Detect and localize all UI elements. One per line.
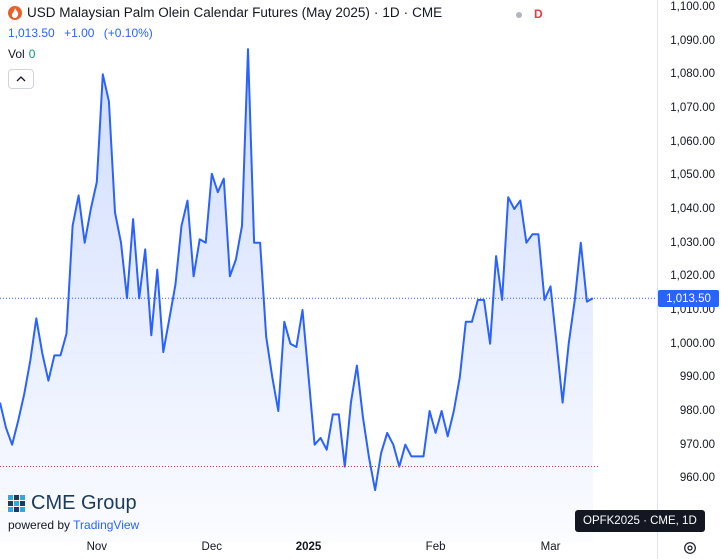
series-area xyxy=(0,49,593,542)
chart-header: USD Malaysian Palm Olein Calendar Future… xyxy=(8,5,442,20)
last-price-tag: 1,013.50 xyxy=(658,290,719,307)
price-change-pct: (+0.10%) xyxy=(103,26,153,40)
price-tick-label: 1,090.00 xyxy=(670,34,715,47)
last-price: 1,013.50 xyxy=(8,26,55,40)
market-status-dot xyxy=(516,12,522,18)
provider-link[interactable]: TradingView xyxy=(73,518,140,532)
volume-label: Vol xyxy=(8,47,25,61)
chart-title[interactable]: USD Malaysian Palm Olein Calendar Future… xyxy=(27,5,370,20)
branding[interactable]: CME Group powered by TradingView xyxy=(8,492,139,532)
time-tick-label: 2025 xyxy=(295,541,322,553)
brand-name: CME Group xyxy=(31,492,137,514)
price-tick-label: 1,060.00 xyxy=(670,135,715,148)
chart-exchange: CME xyxy=(412,5,443,20)
price-tick-label: 1,050.00 xyxy=(670,169,715,182)
chevron-up-icon xyxy=(16,73,26,85)
price-tick-label: 980.00 xyxy=(679,405,715,417)
price-tick-label: 990.00 xyxy=(679,371,715,384)
price-tick-label: 1,030.00 xyxy=(670,236,715,249)
price-tick-label: 1,070.00 xyxy=(670,102,715,114)
price-tick-label: 1,080.00 xyxy=(670,68,715,81)
price-tick-label: 1,000.00 xyxy=(670,337,715,350)
settings-gear-icon[interactable] xyxy=(683,541,697,558)
cme-group-logo: CME Group xyxy=(8,492,139,515)
collapse-legend-button[interactable] xyxy=(8,69,34,89)
time-tick-label: Mar xyxy=(540,541,561,553)
cme-logo-mark-icon xyxy=(8,495,25,512)
data-badge[interactable]: D xyxy=(534,7,543,21)
time-tick-label: Feb xyxy=(425,541,446,553)
powered-by: powered by TradingView xyxy=(8,518,140,532)
price-tick-label: 1,040.00 xyxy=(670,203,715,215)
symbol-info-box: OPFK2025 · CME, 1D xyxy=(575,510,705,532)
series-line xyxy=(0,48,594,492)
chart-interval[interactable]: 1D xyxy=(382,5,400,20)
price-tick-label: 1,100.00 xyxy=(670,1,715,13)
volume-legend: Vol 0 xyxy=(8,47,35,61)
flame-icon xyxy=(8,5,22,20)
price-tick-label: 970.00 xyxy=(679,438,715,451)
price-tick-label: 1,020.00 xyxy=(670,270,715,283)
price-change: +1.00 xyxy=(64,26,95,40)
price-tick-label: 960.00 xyxy=(679,472,715,485)
time-tick-label: Dec xyxy=(201,541,222,553)
price-tick-label: 1,010.00 xyxy=(670,304,715,316)
time-tick-label: Nov xyxy=(86,541,108,553)
quote-line: 1,013.50 +1.00 (+0.10%) xyxy=(8,26,159,40)
volume-value: 0 xyxy=(28,47,36,61)
